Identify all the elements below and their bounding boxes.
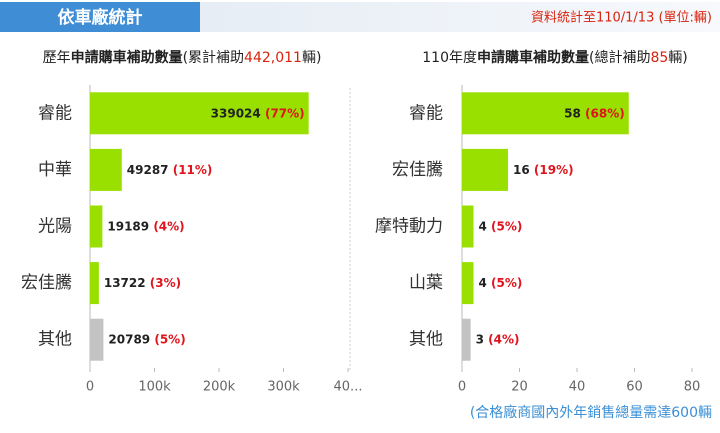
- x-tick-label: 40...: [334, 380, 363, 395]
- x-tick-label: 200k: [203, 380, 236, 395]
- data-label-value: 3: [476, 332, 484, 346]
- title-part: 110年度: [422, 50, 477, 66]
- x-tick-label: 100k: [138, 380, 171, 395]
- bar: [90, 92, 309, 135]
- data-label-percent: (3%): [150, 276, 181, 290]
- title-part: (累計補助: [183, 50, 244, 66]
- data-label-percent: (5%): [491, 276, 522, 290]
- data-label-value: 13722: [104, 276, 146, 290]
- header-note: 資料統計至110/1/13 (單位:輛): [531, 10, 712, 26]
- category-label: 光陽: [38, 217, 72, 237]
- data-label: 13722 (3%): [104, 276, 181, 290]
- title-part: 申請購車補助數量: [477, 49, 589, 66]
- title-part: 歷年: [43, 50, 71, 66]
- footer: (合格廠商國內外年銷售總量需達600輛: [470, 404, 712, 421]
- bar: [90, 318, 104, 361]
- data-label: 4 (5%): [479, 276, 523, 290]
- data-label-percent: (19%): [534, 162, 574, 176]
- data-label-percent: (5%): [491, 219, 522, 233]
- data-label-percent: (5%): [154, 332, 185, 346]
- x-tick-label: 300k: [267, 380, 300, 395]
- x-tick-label: 20: [511, 380, 528, 395]
- title-part: 85: [650, 50, 668, 66]
- data-label-value: 4: [479, 276, 487, 290]
- category-label: 摩特動力: [375, 217, 443, 237]
- category-label: 睿能: [409, 103, 443, 123]
- data-label: 339024 (77%): [211, 106, 305, 120]
- bar: [462, 148, 508, 191]
- bar: [90, 262, 99, 305]
- bar: [462, 92, 629, 135]
- title-part: (總計補助: [589, 49, 650, 66]
- header-tab: [0, 2, 200, 32]
- data-label: 19189 (4%): [107, 219, 184, 233]
- data-label: 49287 (11%): [127, 162, 213, 176]
- header-title: 依車廠統計: [58, 7, 143, 28]
- bar: [462, 205, 474, 248]
- x-tick-label: 0: [86, 380, 94, 395]
- data-label-value: 16: [513, 162, 530, 176]
- x-tick-label: 80: [684, 380, 701, 395]
- category-label: 山葉: [409, 273, 443, 293]
- bar: [90, 205, 103, 248]
- category-label: 宏佳騰: [392, 160, 443, 180]
- title-part: 442,011: [244, 50, 302, 66]
- category-label: 其他: [409, 330, 443, 350]
- x-tick-label: 60: [626, 380, 643, 395]
- data-label: 20789 (5%): [108, 332, 185, 346]
- bar: [462, 318, 471, 361]
- data-label-value: 58: [564, 106, 581, 120]
- data-label-value: 20789: [108, 332, 150, 346]
- data-label: 16 (19%): [513, 162, 574, 176]
- title-part: 輛): [302, 50, 321, 66]
- data-label-percent: (77%): [265, 106, 305, 120]
- data-label-value: 339024: [211, 106, 261, 120]
- x-tick-label: 40: [569, 380, 586, 395]
- data-label-percent: (4%): [153, 219, 184, 233]
- data-label-percent: (11%): [173, 162, 213, 176]
- data-label-value: 4: [479, 219, 487, 233]
- data-label-value: 19189: [107, 219, 149, 233]
- category-label: 中華: [38, 160, 72, 180]
- bar: [90, 148, 122, 191]
- chart-title: 110年度申請購車補助數量(總計補助85輛): [422, 49, 688, 66]
- category-label: 宏佳騰: [21, 273, 72, 293]
- data-label-value: 49287: [127, 162, 169, 176]
- x-tick-label: 0: [458, 380, 466, 395]
- data-label: 3 (4%): [476, 332, 520, 346]
- data-label-percent: (4%): [488, 332, 519, 346]
- data-label-percent: (68%): [585, 106, 625, 120]
- data-label: 58 (68%): [564, 106, 625, 120]
- category-label: 其他: [38, 330, 72, 350]
- category-label: 睿能: [38, 103, 72, 123]
- title-part: 輛): [668, 50, 687, 66]
- title-part: 申請購車補助數量: [71, 49, 183, 66]
- bar: [462, 262, 474, 305]
- data-label: 4 (5%): [479, 219, 523, 233]
- chart-title: 歷年申請購車補助數量(累計補助442,011輛): [43, 49, 322, 66]
